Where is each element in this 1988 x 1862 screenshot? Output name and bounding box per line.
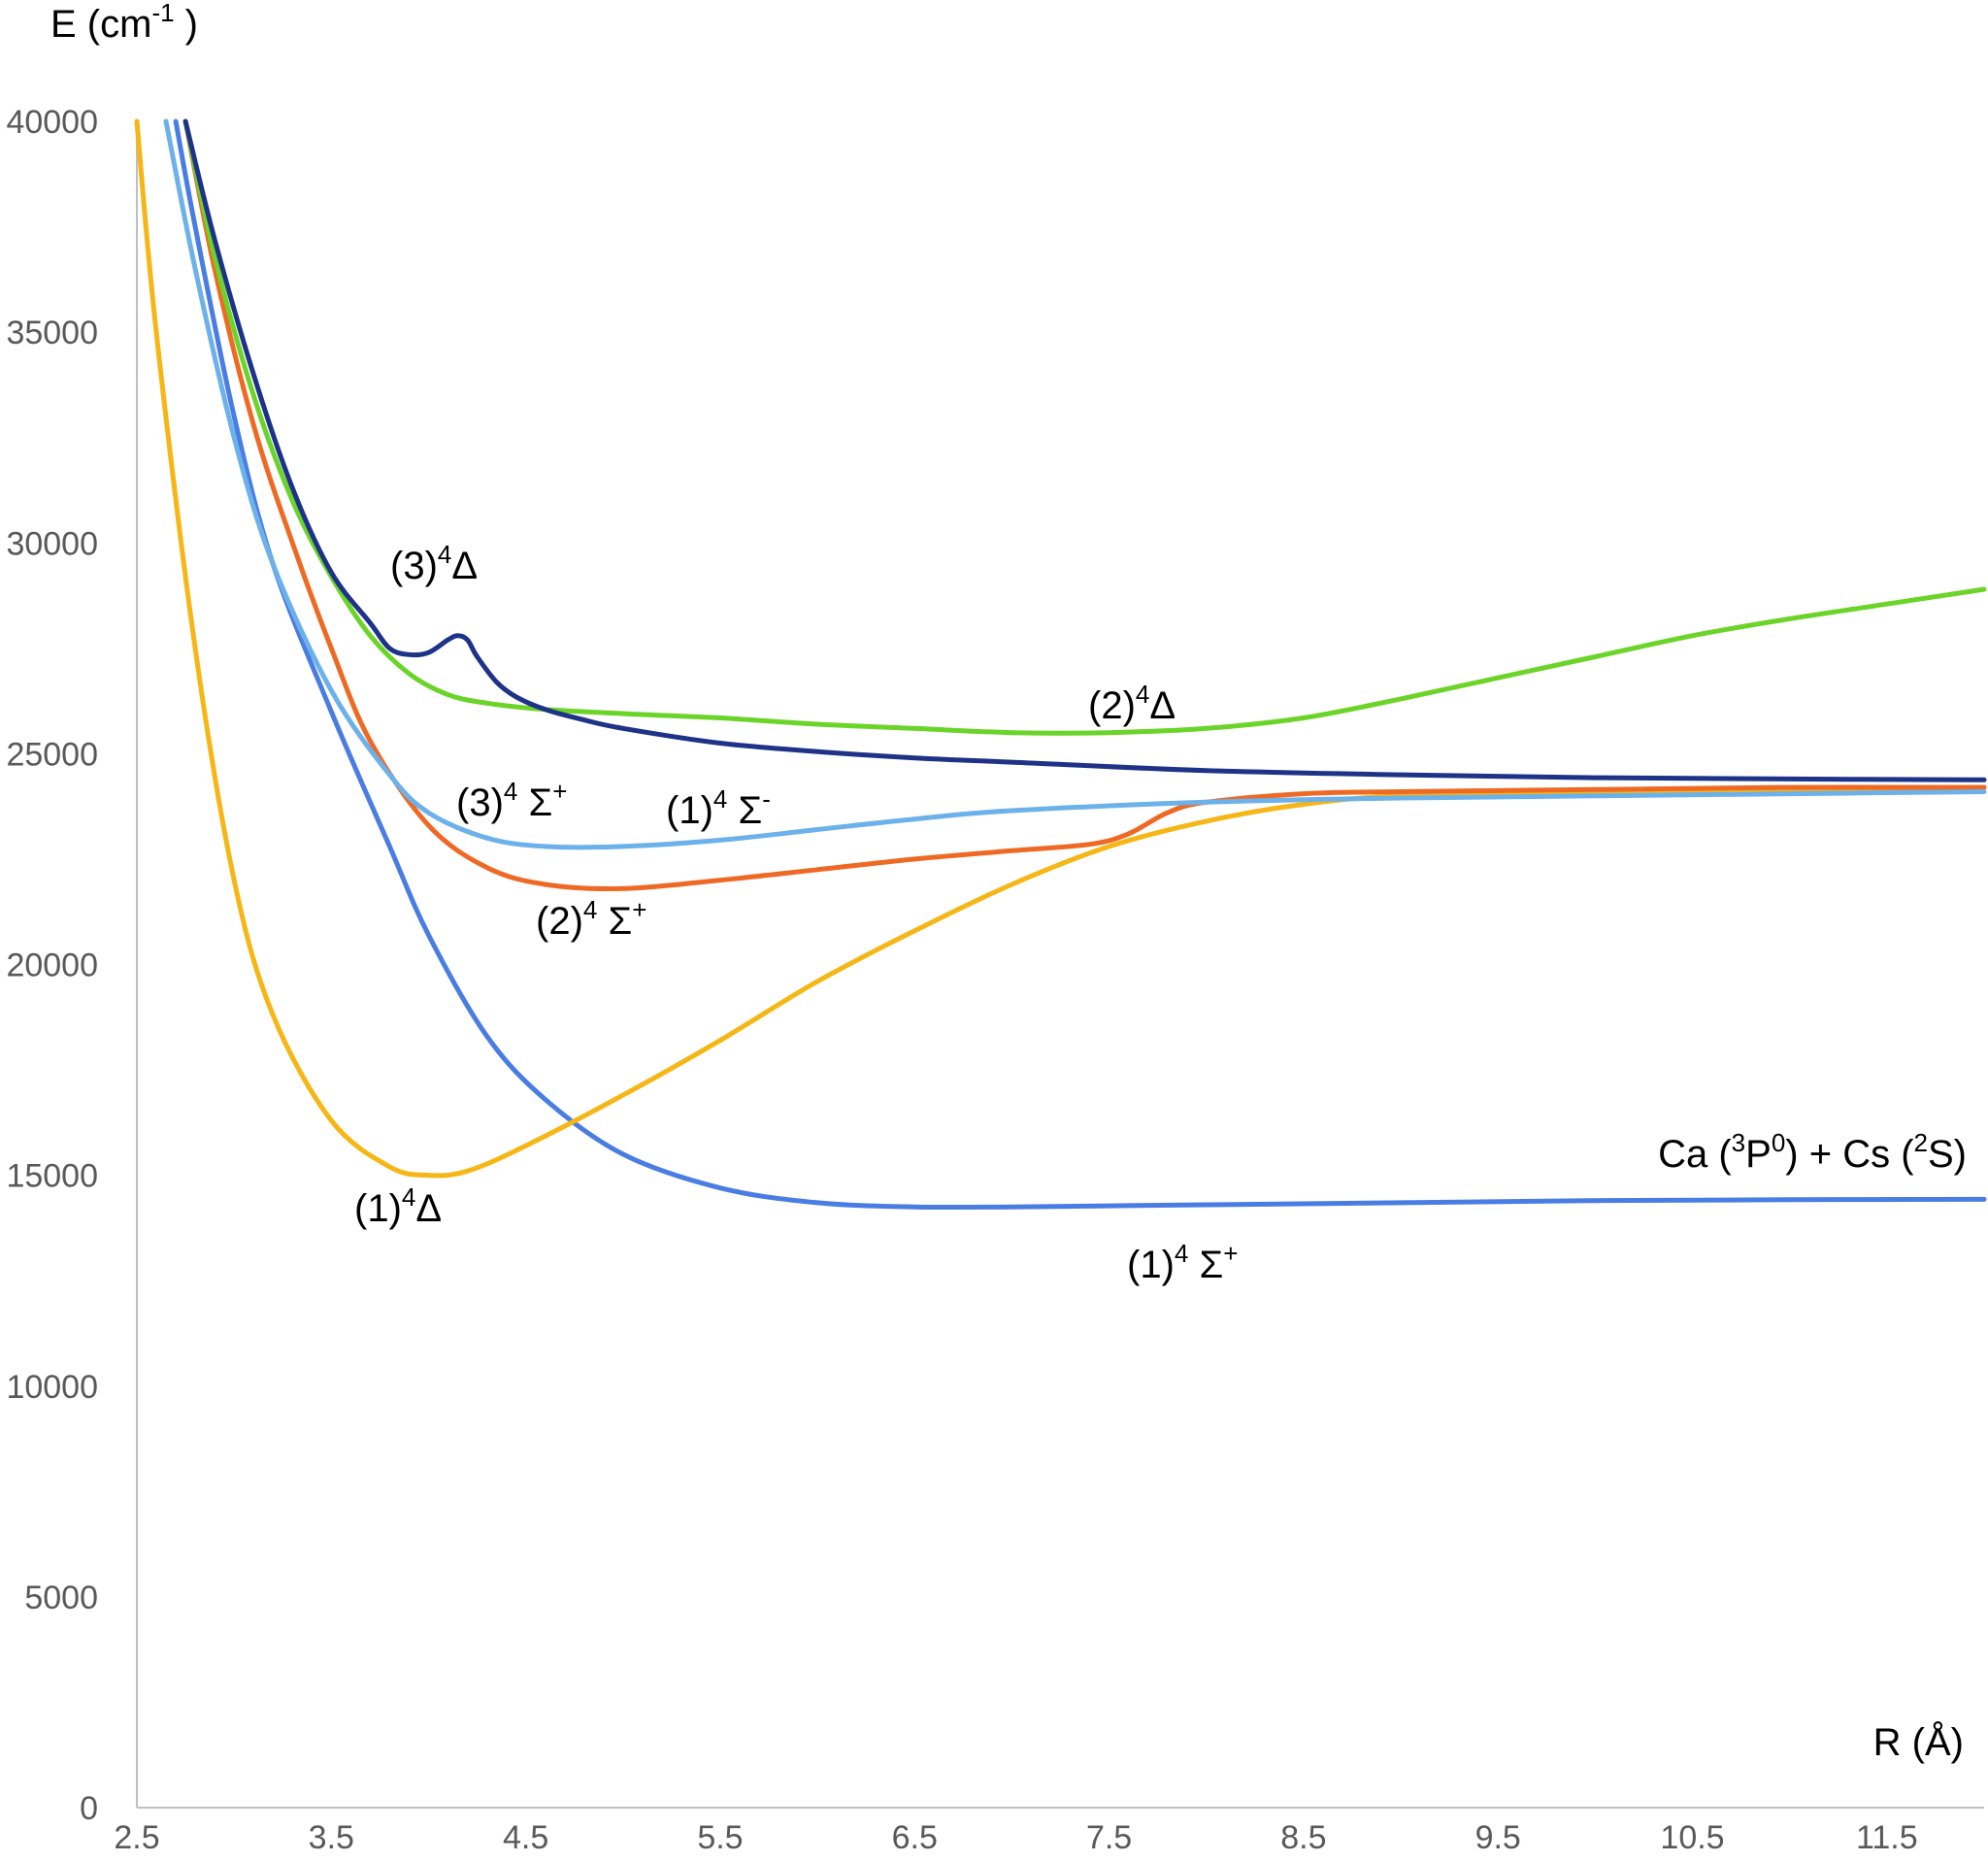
- x-tick-label: 4.5: [503, 1819, 548, 1856]
- series-line-4: [182, 118, 1987, 736]
- series-line-3: [163, 118, 1987, 850]
- series-line-1: [134, 118, 1987, 1179]
- x-tick-label: 7.5: [1086, 1819, 1132, 1856]
- y-tick-label: 0: [80, 1790, 98, 1827]
- y-tick-label: 10000: [6, 1369, 98, 1406]
- ticks: 2.5 3.5 4.5 5.5 6.5 7.5 8.5 9.5 10.5 11.5 0 5000 100…: [6, 104, 1917, 1856]
- label-1-4-sigma-minus: (1)4 Σ-: [666, 784, 771, 832]
- label-1-4-sigma-plus: (1)4 Σ+: [1127, 1239, 1238, 1286]
- y-tick-label: 15000: [6, 1158, 98, 1195]
- axes: [136, 121, 1984, 1809]
- y-tick-label: 30000: [6, 525, 98, 562]
- y-tick-label: 35000: [6, 315, 98, 351]
- y-tick-label: 40000: [6, 104, 98, 141]
- curves: [134, 118, 1987, 1211]
- series-line-0: [173, 118, 1987, 1211]
- x-tick-label: 8.5: [1280, 1819, 1326, 1856]
- y-axis-title: E (cm-1 ): [50, 0, 198, 46]
- label-2-4-sigma-plus: (2)4 Σ+: [536, 895, 646, 943]
- y-tick-label: 5000: [24, 1579, 98, 1616]
- y-tick-label: 25000: [6, 736, 98, 773]
- series-line-2: [182, 118, 1987, 891]
- series-line-5: [182, 118, 1987, 782]
- x-tick-label: 6.5: [892, 1819, 938, 1856]
- x-tick-label: 5.5: [697, 1819, 743, 1856]
- x-tick-label: 2.5: [114, 1819, 159, 1856]
- x-tick-label: 9.5: [1475, 1819, 1521, 1856]
- x-tick-label: 11.5: [1856, 1819, 1918, 1856]
- label-3-4-delta: (3)4Δ: [390, 540, 478, 587]
- x-tick-label: 10.5: [1660, 1819, 1724, 1856]
- x-tick-label: 3.5: [309, 1819, 354, 1856]
- axis-titles: E (cm-1 ) R (Å) Ca (3P0) + Cs (2S): [50, 0, 1967, 1764]
- state-labels: (3)4Δ (2)4Δ (3)4 Σ+ (1)4 Σ- (2)4 Σ+ (1)4…: [354, 540, 1238, 1286]
- y-tick-label: 20000: [6, 948, 98, 984]
- asymptote-label: Ca (3P0) + Cs (2S): [1658, 1128, 1967, 1176]
- label-1-4-delta: (1)4Δ: [354, 1182, 442, 1230]
- x-axis-title: R (Å): [1873, 1720, 1964, 1764]
- label-3-4-sigma-plus: (3)4 Σ+: [456, 777, 567, 824]
- label-2-4-delta: (2)4Δ: [1088, 680, 1176, 727]
